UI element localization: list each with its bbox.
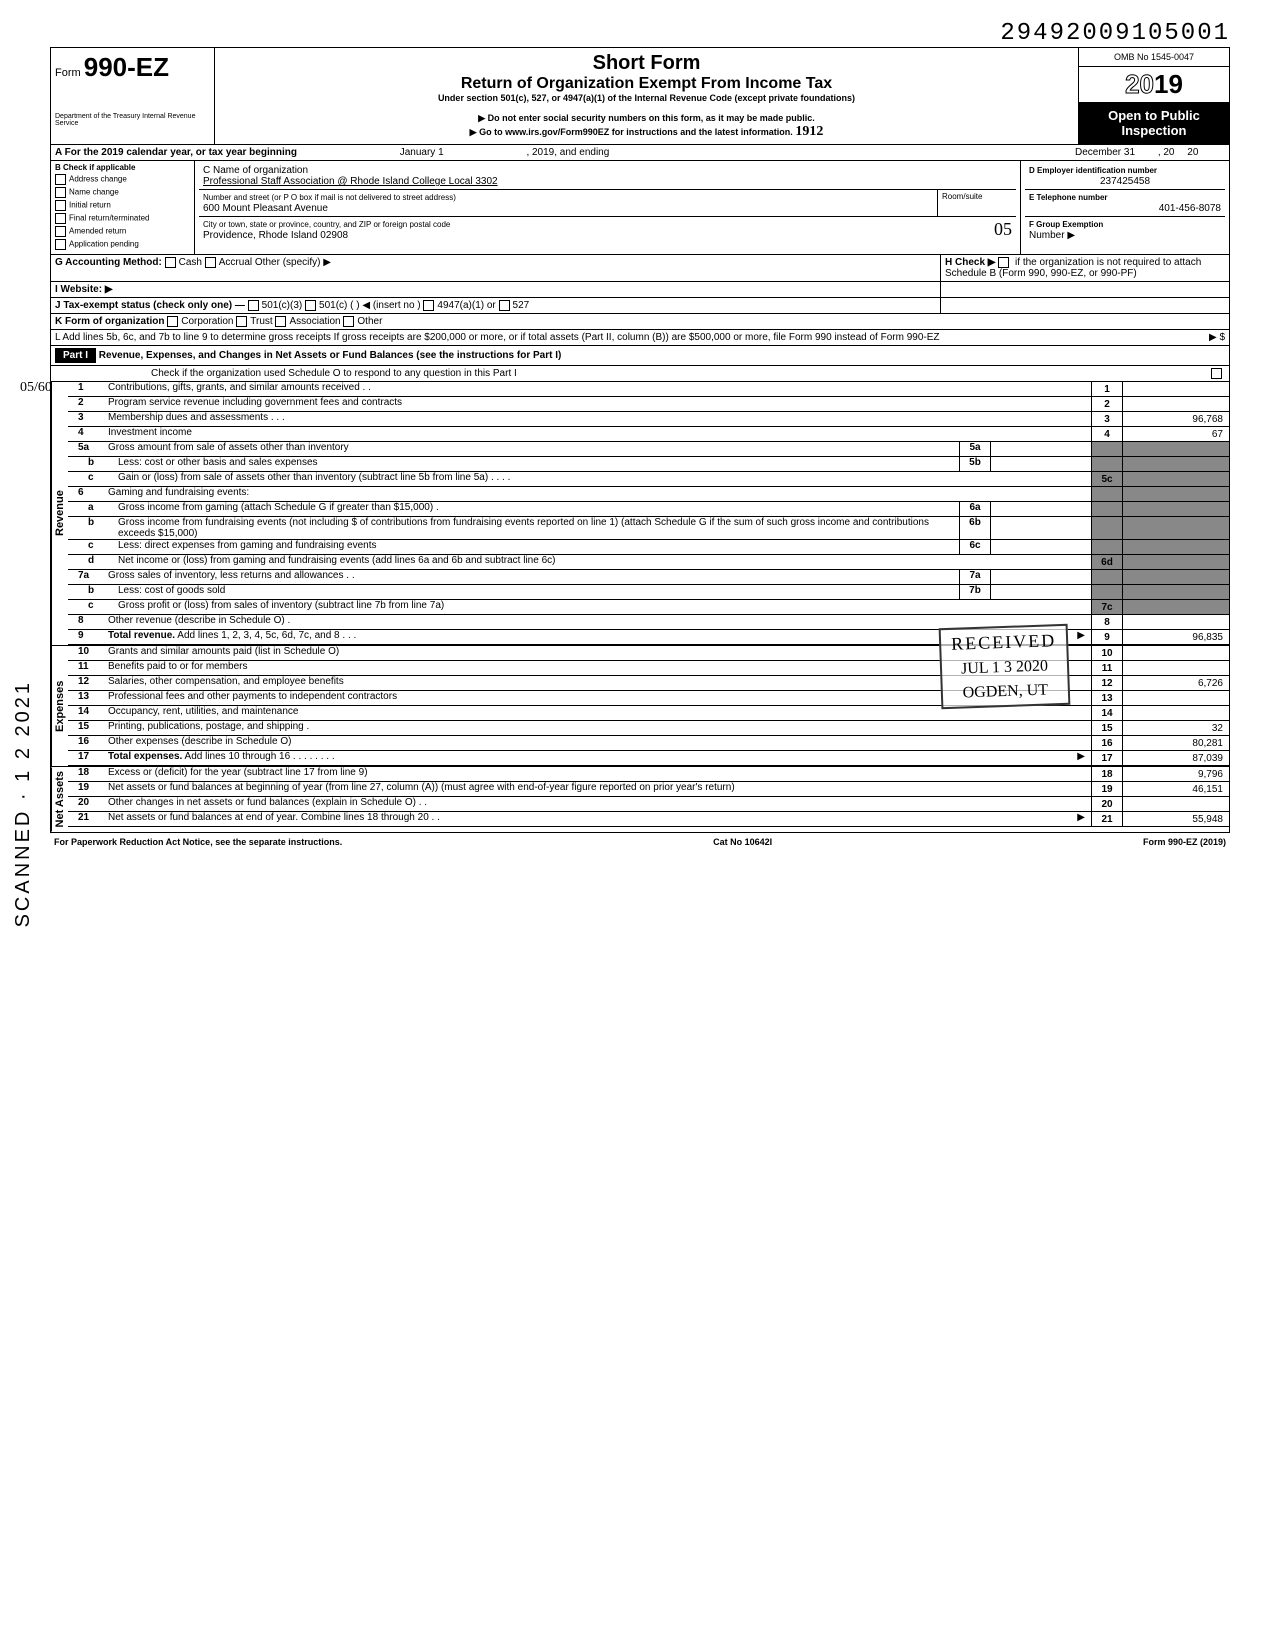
row-a-tax-year: A For the 2019 calendar year, or tax yea…	[51, 145, 1229, 161]
check-address-change[interactable]	[55, 174, 66, 185]
form-container: Form 990-EZ Department of the Treasury I…	[50, 47, 1230, 833]
row-l-receipts: L Add lines 5b, 6c, and 7b to line 9 to …	[51, 330, 1229, 346]
city-label: City or town, state or province, country…	[203, 220, 450, 229]
ein-label: D Employer identification number	[1029, 166, 1157, 175]
line-c: cGain or (loss) from sale of assets othe…	[68, 472, 1229, 487]
form-title-1: Short Form	[219, 52, 1074, 75]
form-note-1: ▶ Do not enter social security numbers o…	[219, 113, 1074, 124]
tax-year: 20201919	[1079, 67, 1229, 102]
line-b: bGross income from fundraising events (n…	[68, 517, 1229, 540]
row-i-website: I Website: ▶	[51, 282, 1229, 298]
line-c: cGross profit or (loss) from sales of in…	[68, 600, 1229, 615]
line-6: 6Gaming and fundraising events:	[68, 487, 1229, 502]
corp-checkbox[interactable]	[167, 316, 178, 327]
expenses-label: Expenses	[51, 646, 68, 766]
line-17: 17Total expenses. Add lines 10 through 1…	[68, 751, 1229, 766]
check-initial-return[interactable]	[55, 200, 66, 211]
line-4: 4Investment income467	[68, 427, 1229, 442]
form-note-2: ▶ Go to www.irs.gov/Form990EZ for instru…	[219, 124, 1074, 140]
net-assets-label: Net Assets	[51, 767, 68, 831]
cash-checkbox[interactable]	[165, 257, 176, 268]
line-1: 1Contributions, gifts, grants, and simil…	[68, 382, 1229, 397]
schedule-o-checkbox[interactable]	[1211, 368, 1222, 379]
line-2: 2Program service revenue including gover…	[68, 397, 1229, 412]
check-final-return-terminated[interactable]	[55, 213, 66, 224]
row-k-org-form: K Form of organization Corporation Trust…	[51, 314, 1229, 330]
assoc-checkbox[interactable]	[275, 316, 286, 327]
line-21: 21Net assets or fund balances at end of …	[68, 812, 1229, 827]
check-name-change[interactable]	[55, 187, 66, 198]
group-exempt-label: F Group Exemption	[1029, 220, 1103, 229]
row-g-h: G Accounting Method: Cash Accrual Other …	[51, 255, 1229, 282]
form-header: Form 990-EZ Department of the Treasury I…	[51, 48, 1229, 145]
line-a: aGross income from gaming (attach Schedu…	[68, 502, 1229, 517]
expenses-section: Expenses 10Grants and similar amounts pa…	[51, 645, 1229, 766]
other-checkbox[interactable]	[343, 316, 354, 327]
line-3: 3Membership dues and assessments . . .39…	[68, 412, 1229, 427]
revenue-section: Revenue 1Contributions, gifts, grants, a…	[51, 382, 1229, 645]
org-name-value: Professional Staff Association @ Rhode I…	[203, 176, 498, 187]
line-c: cLess: direct expenses from gaming and f…	[68, 540, 1229, 555]
line-5a: 5aGross amount from sale of assets other…	[68, 442, 1229, 457]
schedule-b-checkbox[interactable]	[998, 257, 1009, 268]
inspection-label: Open to Public Inspection	[1079, 102, 1229, 144]
part-1-check: Check if the organization used Schedule …	[51, 366, 1229, 382]
check-application-pending[interactable]	[55, 239, 66, 250]
line-15: 15Printing, publications, postage, and s…	[68, 721, 1229, 736]
line-7a: 7aGross sales of inventory, less returns…	[68, 570, 1229, 585]
501c-checkbox[interactable]	[305, 300, 316, 311]
addr-label: Number and street (or P O box if mail is…	[203, 193, 456, 202]
line-d: dNet income or (loss) from gaming and fu…	[68, 555, 1229, 570]
4947-checkbox[interactable]	[423, 300, 434, 311]
row-b-checkboxes: B Check if applicable Address changeName…	[51, 161, 195, 254]
trust-checkbox[interactable]	[236, 316, 247, 327]
phone-value: 401-456-8078	[1029, 203, 1221, 214]
line-b: bLess: cost of goods sold7b	[68, 585, 1229, 600]
phone-label: E Telephone number	[1029, 193, 1108, 202]
handwritten-margin: 05/60	[20, 380, 52, 396]
handwritten-1912: 1912	[795, 124, 823, 139]
city-value: Providence, Rhode Island 02908	[203, 230, 348, 241]
line-19: 19Net assets or fund balances at beginni…	[68, 782, 1229, 797]
group-exempt-number: Number ▶	[1029, 230, 1075, 241]
handwritten-05: 05	[994, 219, 1012, 240]
dept-label: Department of the Treasury Internal Reve…	[55, 113, 210, 127]
org-name-label: C Name of organization	[203, 165, 308, 176]
line-b: bLess: cost or other basis and sales exp…	[68, 457, 1229, 472]
form-subtitle: Under section 501(c), 527, or 4947(a)(1)…	[219, 93, 1074, 103]
scanned-stamp: SCANNED · 1 2 2021	[12, 680, 35, 927]
entity-info-block: B Check if applicable Address changeName…	[51, 161, 1229, 255]
form-label: Form 990-EZ	[55, 52, 210, 83]
addr-value: 600 Mount Pleasant Avenue	[203, 203, 328, 214]
check-amended-return[interactable]	[55, 226, 66, 237]
line-20: 20Other changes in net assets or fund ba…	[68, 797, 1229, 812]
page-footer: For Paperwork Reduction Act Notice, see …	[50, 833, 1230, 851]
501c3-checkbox[interactable]	[248, 300, 259, 311]
line-14: 14Occupancy, rent, utilities, and mainte…	[68, 706, 1229, 721]
received-stamp: RECEIVED JUL 1 3 2020 OGDEN, UT	[939, 624, 1071, 709]
527-checkbox[interactable]	[499, 300, 510, 311]
row-j-status: J Tax-exempt status (check only one) — 5…	[51, 298, 1229, 314]
document-number: 29492009105001	[50, 20, 1230, 47]
line-18: 18Excess or (deficit) for the year (subt…	[68, 767, 1229, 782]
form-title-2: Return of Organization Exempt From Incom…	[219, 75, 1074, 93]
revenue-label: Revenue	[51, 382, 68, 645]
line-16: 16Other expenses (describe in Schedule O…	[68, 736, 1229, 751]
omb-number: OMB No 1545-0047	[1079, 48, 1229, 67]
net-assets-section: Net Assets 18Excess or (deficit) for the…	[51, 766, 1229, 831]
room-label: Room/suite	[938, 190, 1016, 216]
form-number: 990-EZ	[84, 52, 169, 82]
accrual-checkbox[interactable]	[205, 257, 216, 268]
form-prefix: Form	[55, 67, 81, 79]
ein-value: 237425458	[1029, 176, 1221, 187]
part-1-header: Part I Revenue, Expenses, and Changes in…	[51, 346, 1229, 366]
